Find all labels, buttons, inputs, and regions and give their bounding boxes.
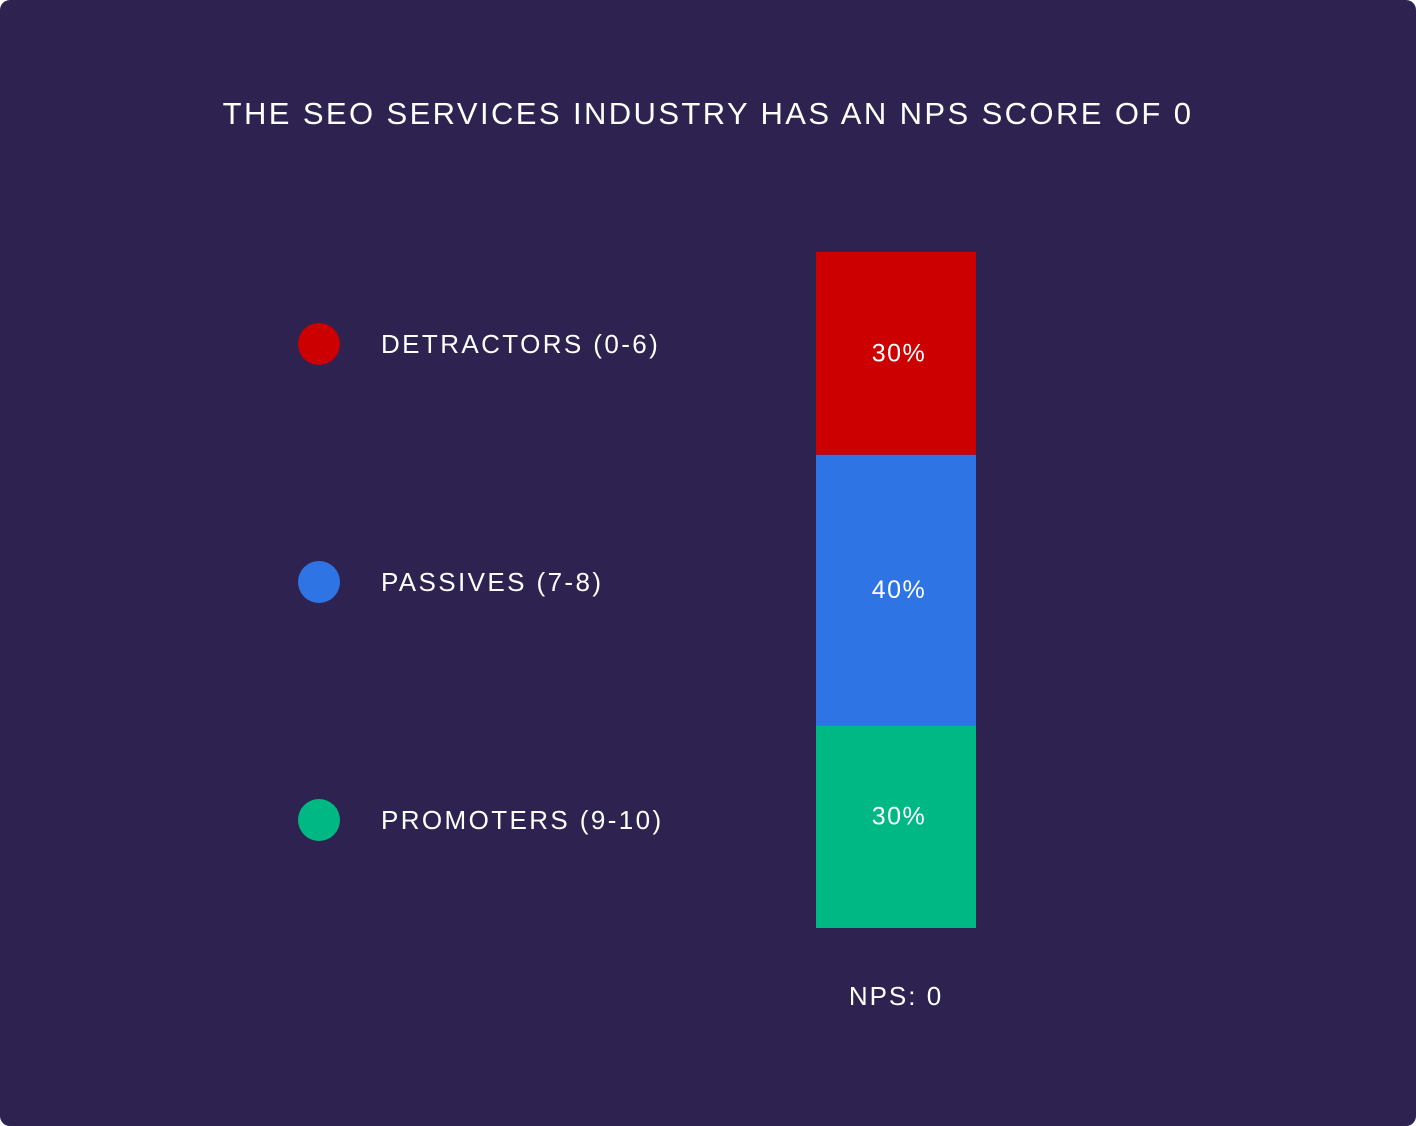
data-label-promoters: 30% <box>872 803 927 831</box>
legend-dot-promoters <box>298 799 340 841</box>
bar-segment-detractors <box>816 252 976 455</box>
data-label-passives: 40% <box>872 576 927 604</box>
bar-segment-passives <box>816 454 976 726</box>
bar-segment-promoters <box>816 725 976 928</box>
legend-label-promoters: PROMOTERS (9-10) <box>381 805 664 835</box>
legend-dot-detractors <box>298 323 340 365</box>
legend-label-passives: PASSIVES (7-8) <box>381 567 603 597</box>
data-label-detractors: 30% <box>872 339 927 367</box>
legend-label-detractors: DETRACTORS (0-6) <box>381 329 660 359</box>
legend-dot-passives <box>298 561 340 603</box>
nps-score-label: NPS: 0 <box>848 981 944 1011</box>
chart-title: THE SEO SERVICES INDUSTRY HAS AN NPS SCO… <box>222 96 1194 131</box>
